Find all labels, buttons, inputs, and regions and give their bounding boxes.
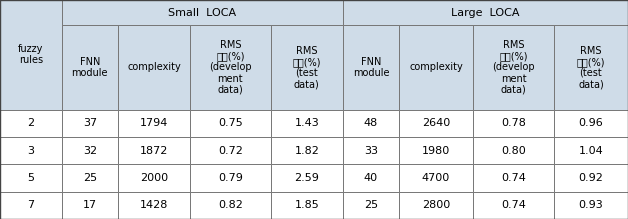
Bar — [190, 110, 271, 137]
Text: 1980: 1980 — [422, 146, 450, 155]
Text: 17: 17 — [83, 200, 97, 210]
Text: RMS
오차(%)
(test
data): RMS 오차(%) (test data) — [577, 46, 605, 89]
Text: 4700: 4700 — [422, 173, 450, 183]
Bar — [62, 0, 343, 25]
Bar — [554, 25, 628, 110]
Text: 1428: 1428 — [139, 200, 168, 210]
Bar — [554, 137, 628, 164]
Bar — [271, 25, 343, 110]
Text: 2: 2 — [27, 118, 35, 128]
Text: 33: 33 — [364, 146, 378, 155]
Text: fuzzy
rules: fuzzy rules — [18, 44, 43, 65]
Bar — [62, 137, 118, 164]
Text: complexity: complexity — [409, 62, 463, 72]
Bar — [554, 164, 628, 192]
Bar — [118, 110, 190, 137]
Bar — [118, 137, 190, 164]
Text: RMS
오차(%)
(test
data): RMS 오차(%) (test data) — [293, 46, 321, 89]
Text: RMS
오차(%)
(develop
ment
data): RMS 오차(%) (develop ment data) — [492, 40, 535, 95]
Bar — [62, 164, 118, 192]
Text: 1872: 1872 — [139, 146, 168, 155]
Text: 5: 5 — [28, 173, 35, 183]
Bar — [554, 110, 628, 137]
Bar — [473, 164, 554, 192]
Text: 0.78: 0.78 — [501, 118, 526, 128]
Text: 25: 25 — [364, 200, 378, 210]
Text: FNN
module: FNN module — [353, 57, 389, 78]
Text: 0.96: 0.96 — [578, 118, 604, 128]
Bar — [190, 164, 271, 192]
Bar — [343, 192, 399, 219]
Bar — [0, 110, 62, 137]
Text: 0.80: 0.80 — [501, 146, 526, 155]
Bar — [271, 137, 343, 164]
Text: 1.85: 1.85 — [295, 200, 319, 210]
Bar — [118, 25, 190, 110]
Text: 0.92: 0.92 — [578, 173, 604, 183]
Bar — [343, 25, 399, 110]
Text: 25: 25 — [83, 173, 97, 183]
Text: FNN
module: FNN module — [72, 57, 108, 78]
Bar — [118, 164, 190, 192]
Bar — [271, 164, 343, 192]
Bar — [190, 137, 271, 164]
Text: 0.82: 0.82 — [218, 200, 243, 210]
Bar — [399, 192, 473, 219]
Text: 1.04: 1.04 — [578, 146, 604, 155]
Bar — [0, 164, 62, 192]
Bar — [62, 192, 118, 219]
Text: 2.59: 2.59 — [295, 173, 319, 183]
Text: 32: 32 — [83, 146, 97, 155]
Text: complexity: complexity — [127, 62, 181, 72]
Bar — [0, 137, 62, 164]
Text: 2000: 2000 — [140, 173, 168, 183]
Bar — [62, 110, 118, 137]
Bar — [473, 25, 554, 110]
Text: 1.43: 1.43 — [295, 118, 319, 128]
Text: 48: 48 — [364, 118, 378, 128]
Bar — [343, 0, 628, 25]
Bar — [399, 110, 473, 137]
Bar — [118, 192, 190, 219]
Text: 0.79: 0.79 — [218, 173, 243, 183]
Text: 7: 7 — [27, 200, 35, 210]
Bar — [399, 25, 473, 110]
Text: 0.93: 0.93 — [578, 200, 604, 210]
Text: 3: 3 — [28, 146, 35, 155]
Text: Small  LOCA: Small LOCA — [168, 8, 236, 18]
Text: 0.74: 0.74 — [501, 173, 526, 183]
Text: Large  LOCA: Large LOCA — [451, 8, 519, 18]
Bar — [399, 137, 473, 164]
Text: 1794: 1794 — [139, 118, 168, 128]
Bar — [473, 137, 554, 164]
Bar — [0, 0, 62, 110]
Text: 2640: 2640 — [422, 118, 450, 128]
Text: 2800: 2800 — [422, 200, 450, 210]
Text: 0.74: 0.74 — [501, 200, 526, 210]
Bar — [399, 164, 473, 192]
Bar — [190, 25, 271, 110]
Bar — [343, 137, 399, 164]
Bar — [62, 25, 118, 110]
Bar — [343, 164, 399, 192]
Bar — [554, 192, 628, 219]
Text: RMS
오차(%)
(develop
ment
data): RMS 오차(%) (develop ment data) — [209, 40, 252, 95]
Bar — [473, 110, 554, 137]
Text: 37: 37 — [83, 118, 97, 128]
Text: 0.75: 0.75 — [218, 118, 243, 128]
Text: 0.72: 0.72 — [218, 146, 243, 155]
Bar — [473, 192, 554, 219]
Text: 40: 40 — [364, 173, 378, 183]
Bar — [343, 110, 399, 137]
Bar — [190, 192, 271, 219]
Bar — [0, 192, 62, 219]
Bar — [271, 192, 343, 219]
Text: 1.82: 1.82 — [295, 146, 319, 155]
Bar — [271, 110, 343, 137]
